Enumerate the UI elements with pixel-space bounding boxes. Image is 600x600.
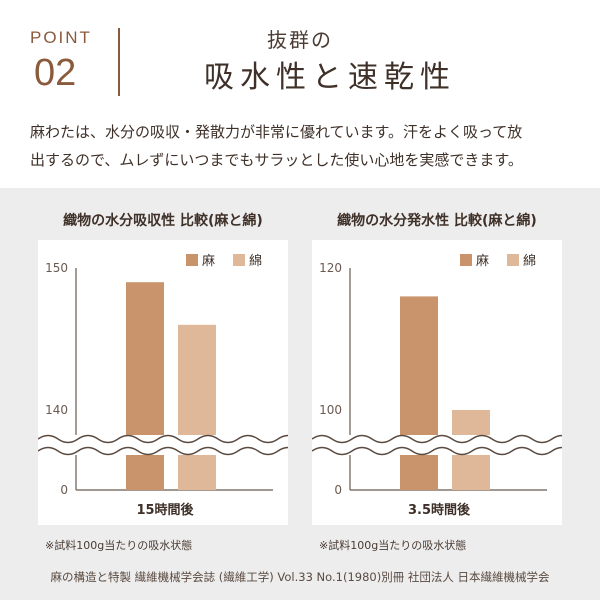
source-credit: 麻の構造と特製 繊維機械学会誌 (繊維工学) Vol.33 No.1(1980)…: [50, 570, 550, 584]
bar-asa: [400, 296, 438, 490]
page-title: 吸水性と速乾性: [204, 60, 456, 95]
legend-swatch: [186, 254, 198, 266]
axis-break-line: [37, 446, 319, 456]
axis-break-line: [37, 434, 319, 444]
chart-drying: 120 100 0 麻 綿 3.5時間後: [311, 254, 593, 518]
legend-label: 綿: [523, 254, 536, 269]
point-number: 02: [34, 52, 77, 94]
chart-note-drying: ※試料100g当たりの吸水状態: [319, 539, 467, 552]
y-tick-label: 100: [319, 403, 342, 417]
legend-label: 麻: [476, 254, 489, 269]
bar-asa: [126, 282, 164, 490]
x-category-label: 15時間後: [136, 502, 194, 518]
chart-panel-drying: 120 100 0 麻 綿 3.5時間後: [311, 240, 593, 525]
legend-label: 麻: [202, 254, 215, 269]
header-divider: [118, 28, 120, 96]
legend-label: 綿: [249, 254, 262, 269]
description-line-1: 麻わたは、水分の吸収・発散力が非常に優れています。汗をよく吸って放: [30, 123, 523, 141]
legend-swatch: [233, 254, 245, 266]
chart-title-drying: 織物の水分発水性 比較(麻と綿): [337, 213, 537, 229]
y-tick-label: 140: [45, 403, 68, 417]
axis-break-line: [311, 434, 593, 444]
chart-title-absorption: 織物の水分吸収性 比較(麻と綿): [63, 213, 263, 229]
y-tick-label: 0: [334, 483, 342, 497]
y-tick-label: 150: [45, 261, 68, 275]
bar-men: [178, 324, 216, 490]
description-line-2: 出するので、ムレずにいつまでもサラッとした使い心地を実感できます。: [30, 151, 523, 169]
chart-note-absorption: ※試料100g当たりの吸水状態: [45, 539, 193, 552]
chart-panel-absorption: 150 140 0 麻 綿 15時間後: [37, 240, 319, 525]
chart-absorption: 150 140 0 麻 綿 15時間後: [37, 254, 319, 518]
y-tick-label: 0: [60, 483, 68, 497]
point-label: POINT: [30, 28, 92, 47]
legend-swatch: [507, 254, 519, 266]
legend-swatch: [460, 254, 472, 266]
axis-break-line: [311, 446, 593, 456]
y-tick-label: 120: [319, 261, 342, 275]
x-category-label: 3.5時間後: [408, 502, 471, 518]
page-subtitle: 抜群の: [267, 28, 333, 52]
header-section: POINT 02 抜群の 吸水性と速乾性 麻わたは、水分の吸収・発散力が非常に優…: [0, 0, 600, 188]
description: 麻わたは、水分の吸収・発散力が非常に優れています。汗をよく吸って放 出するので、…: [30, 118, 578, 174]
